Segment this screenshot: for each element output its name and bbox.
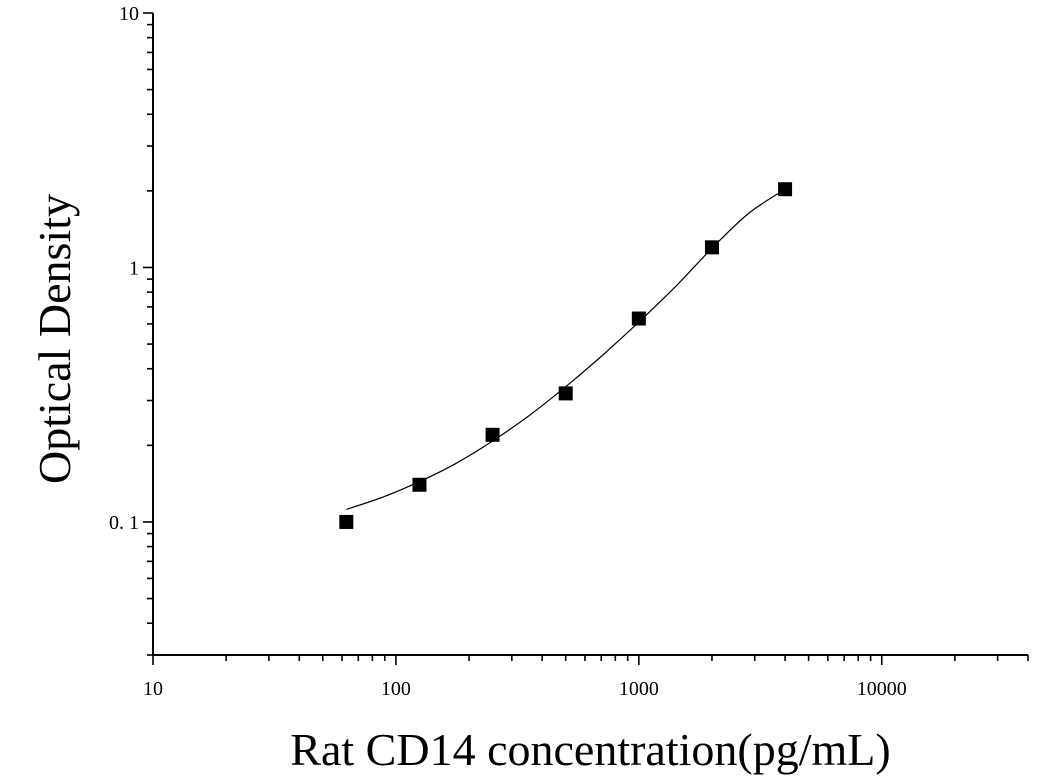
data-point: [412, 477, 427, 492]
data-points: [339, 182, 793, 529]
y-tick-label: 1: [129, 257, 139, 279]
y-axis-title: Optical Density: [29, 194, 80, 484]
x-tick-label: 1000: [619, 678, 659, 700]
y-tick-label: 0. 1: [109, 512, 139, 534]
x-tick-label: 10: [143, 678, 163, 700]
x-tick-label: 10000: [857, 678, 907, 700]
data-point: [339, 514, 354, 529]
data-point: [631, 311, 646, 326]
data-point: [485, 427, 500, 442]
y-axis-ticks: 0. 1 1 10: [109, 3, 153, 656]
x-axis-title: Rat CD14 concentration(pg/mL): [290, 724, 890, 775]
x-tick-label: 100: [381, 678, 411, 700]
axes: [152, 13, 1028, 656]
x-axis-ticks: 10 100 1000 10000: [143, 655, 1029, 700]
data-point: [558, 386, 573, 401]
data-point: [704, 240, 719, 255]
fit-curve: [346, 188, 786, 510]
data-point: [778, 182, 793, 197]
y-tick-label: 10: [119, 3, 139, 25]
